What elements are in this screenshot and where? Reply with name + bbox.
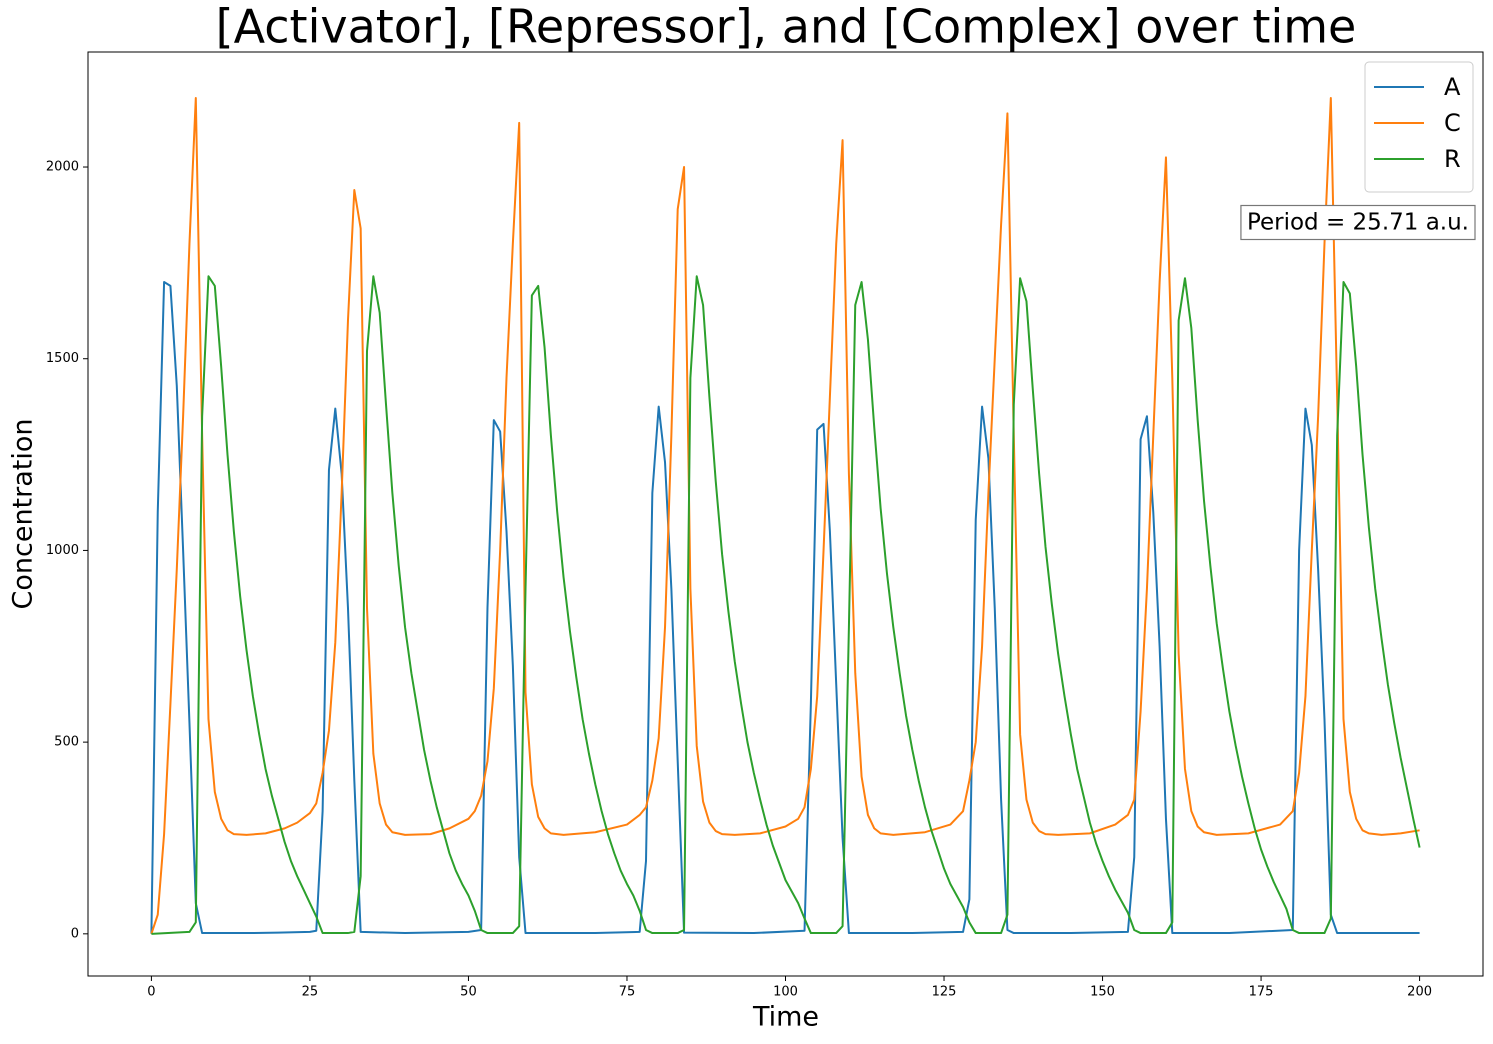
- x-tick-label: 200: [1407, 985, 1432, 1000]
- annotation: Period = 25.71 a.u.: [1240, 204, 1476, 241]
- series-line: [150, 281, 1420, 935]
- legend: ACR: [1364, 61, 1474, 193]
- annotation-box: [1240, 204, 1476, 241]
- x-tick-label: 175: [1249, 985, 1274, 1000]
- legend-label: A: [1444, 73, 1461, 101]
- x-tick-label: 25: [302, 985, 319, 1000]
- series-line: [150, 97, 1420, 935]
- x-axis-label: Time: [752, 1002, 819, 1033]
- x-tick-label: 0: [147, 985, 155, 1000]
- y-tick-label: 500: [54, 735, 79, 750]
- x-tick-label: 50: [460, 985, 477, 1000]
- legend-label: C: [1444, 109, 1461, 137]
- y-axis-label: Concentration: [8, 418, 39, 609]
- annotation-text: Period = 25.71 a.u.: [1247, 210, 1469, 236]
- chart-title: [Activator], [Repressor], and [Complex] …: [216, 0, 1357, 54]
- y-tick-label: 2000: [46, 160, 79, 175]
- plot-frame: [87, 51, 1484, 977]
- x-tick-label: 100: [773, 985, 798, 1000]
- x-tick-label: 75: [619, 985, 636, 1000]
- x-tick-label: 150: [1090, 985, 1115, 1000]
- y-tick-label: 0: [71, 926, 79, 941]
- y-tick-label: 1000: [46, 543, 79, 558]
- series-line: [151, 275, 1421, 935]
- x-tick-label: 125: [932, 985, 957, 1000]
- legend-label: R: [1444, 145, 1461, 173]
- y-tick-label: 1500: [46, 351, 79, 366]
